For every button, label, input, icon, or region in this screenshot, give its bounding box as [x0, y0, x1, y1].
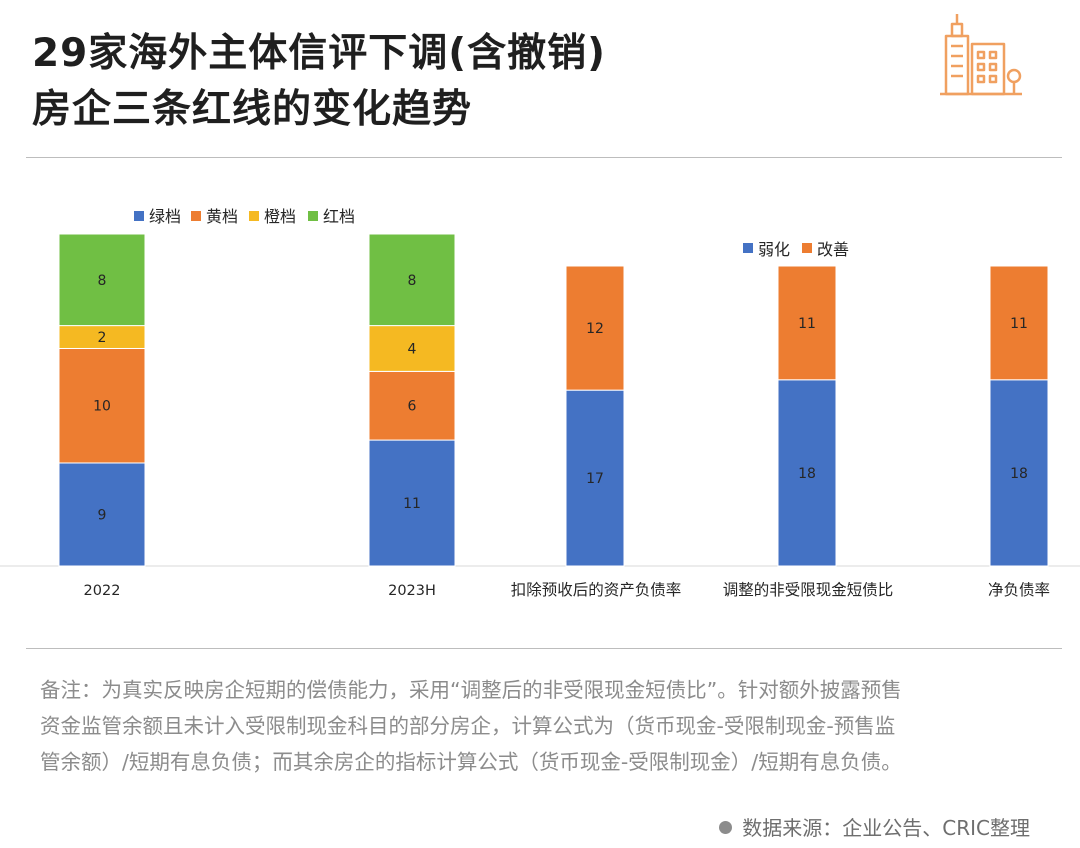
title-line-1: 29家海外主体信评下调(含撤销) — [32, 31, 606, 76]
footer-divider — [26, 648, 1062, 649]
data-label: 17 — [586, 471, 604, 487]
footnote: 备注：为真实反映房企短期的偿债能力，采用“调整后的非受限现金短债比”。针对额外披… — [40, 672, 1050, 780]
bar-segment — [989, 265, 1049, 381]
bar-segment — [565, 389, 625, 567]
data-label: 9 — [98, 507, 107, 523]
header-divider — [26, 157, 1062, 158]
bar-segment — [58, 233, 146, 327]
legend-swatch — [802, 243, 812, 253]
footnote-line-3: 管余额）/短期有息负债；而其余房企的指标计算公式（货币现金-受限制现金）/短期有… — [40, 750, 902, 774]
legend-swatch — [308, 211, 318, 221]
x-tick-label: 2023H — [388, 583, 436, 599]
data-label: 18 — [1010, 466, 1028, 482]
bar-segment — [58, 462, 146, 567]
data-label: 4 — [408, 341, 417, 357]
city-buildings-icon — [940, 14, 1022, 96]
bar-segment — [368, 439, 456, 567]
bar-segment — [777, 265, 837, 381]
data-source-text: 数据来源：企业公告、CRIC整理 — [742, 816, 1030, 840]
data-label: 11 — [1010, 316, 1028, 332]
bar-segment — [565, 265, 625, 391]
legend-swatch — [134, 211, 144, 221]
data-label: 11 — [798, 316, 816, 332]
data-label: 11 — [403, 496, 421, 512]
legend-swatch — [249, 211, 259, 221]
footnote-line-1: 备注：为真实反映房企短期的偿债能力，采用“调整后的非受限现金短债比”。针对额外披… — [40, 678, 902, 702]
data-source: 数据来源：企业公告、CRIC整理 — [719, 812, 1030, 841]
legend-swatch — [191, 211, 201, 221]
legend-label: 改善 — [817, 240, 849, 259]
title-line-2: 房企三条红线的变化趋势 — [32, 87, 473, 132]
data-label: 12 — [586, 321, 604, 337]
data-label: 8 — [98, 273, 107, 289]
data-label: 10 — [93, 399, 111, 415]
x-tick-label: 调整的非受限现金短债比 — [723, 581, 894, 599]
bar-segment — [368, 370, 456, 441]
data-label: 6 — [408, 399, 417, 415]
x-tick-label: 净负债率 — [988, 581, 1050, 599]
bullet-dot-icon — [719, 821, 733, 834]
legend-label: 黄档 — [206, 207, 238, 226]
bar-segment — [368, 233, 456, 327]
x-tick-label: 扣除预收后的资产负债率 — [511, 581, 682, 599]
footnote-line-2: 资金监管余额且未计入受限制现金科目的部分房企，计算公式为（货币现金-受限制现金-… — [40, 714, 896, 738]
legend-label: 橙档 — [264, 207, 296, 226]
data-label: 2 — [98, 330, 107, 346]
chart-title: 29家海外主体信评下调(含撤销) 房企三条红线的变化趋势 — [32, 26, 606, 138]
data-label: 18 — [798, 466, 816, 482]
bar-segment — [58, 347, 146, 464]
bar-segment — [777, 379, 837, 567]
stacked-bar-chart: 9 10 2 8 2022 11 6 4 8 2023H 绿档 黄档 橙档 红档 17 12 扣除预收后的资产负… — [0, 207, 1080, 599]
data-label: 8 — [408, 273, 417, 289]
legend-label: 绿档 — [149, 207, 181, 226]
legend-label: 弱化 — [758, 240, 790, 259]
legend-label: 红档 — [323, 207, 355, 226]
x-tick-label: 2022 — [84, 583, 121, 599]
bar-segment — [989, 379, 1049, 567]
legend-swatch — [743, 243, 753, 253]
